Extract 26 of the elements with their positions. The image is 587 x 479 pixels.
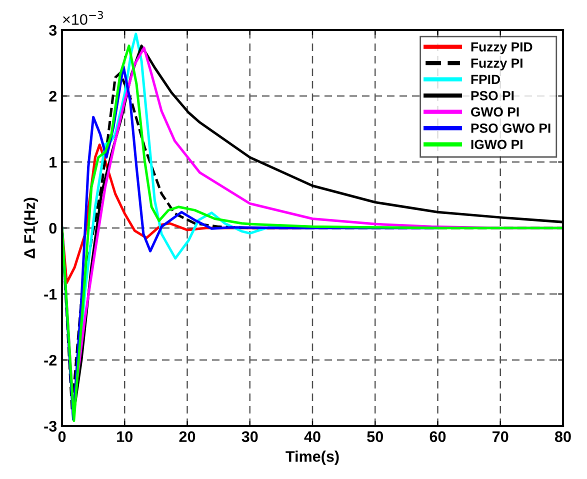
- y-tick-label: 1: [50, 157, 57, 168]
- x-tick-label: 40: [304, 431, 320, 442]
- x-axis-title: Time(s): [286, 450, 339, 465]
- x-tick-label: 60: [430, 431, 446, 442]
- legend-label: PSO GWO PI: [471, 124, 550, 133]
- y-tick-label: -2: [44, 354, 57, 366]
- x-tick-label: 80: [554, 431, 571, 442]
- legend-label: PSO PI: [471, 91, 514, 100]
- x-tick-label: 70: [492, 431, 508, 442]
- x-tick-label: 20: [179, 431, 196, 442]
- x-tick-label: 10: [117, 431, 132, 442]
- x-tick-label: 50: [367, 431, 383, 442]
- legend-label: IGWO PI: [471, 140, 522, 150]
- text: ×10$^{−3}$: [63, 10, 103, 25]
- x-tick-label: 0: [58, 431, 66, 442]
- y-tick-label: -3: [44, 420, 57, 432]
- legend-label: Fuzzy PID: [471, 42, 532, 54]
- legend-label: FPID: [471, 74, 500, 84]
- y-axis-title: Δ F1(Hz): [24, 198, 38, 258]
- y-tick-label: 0: [49, 222, 57, 234]
- x-tick-label: 30: [242, 431, 258, 442]
- legend-label: GWO PI: [471, 107, 519, 117]
- legend-label: Fuzzy PI: [471, 58, 522, 70]
- y-tick-label: 2: [49, 90, 57, 102]
- y-tick-label: 3: [48, 24, 57, 36]
- y-tick-label: -1: [44, 289, 57, 300]
